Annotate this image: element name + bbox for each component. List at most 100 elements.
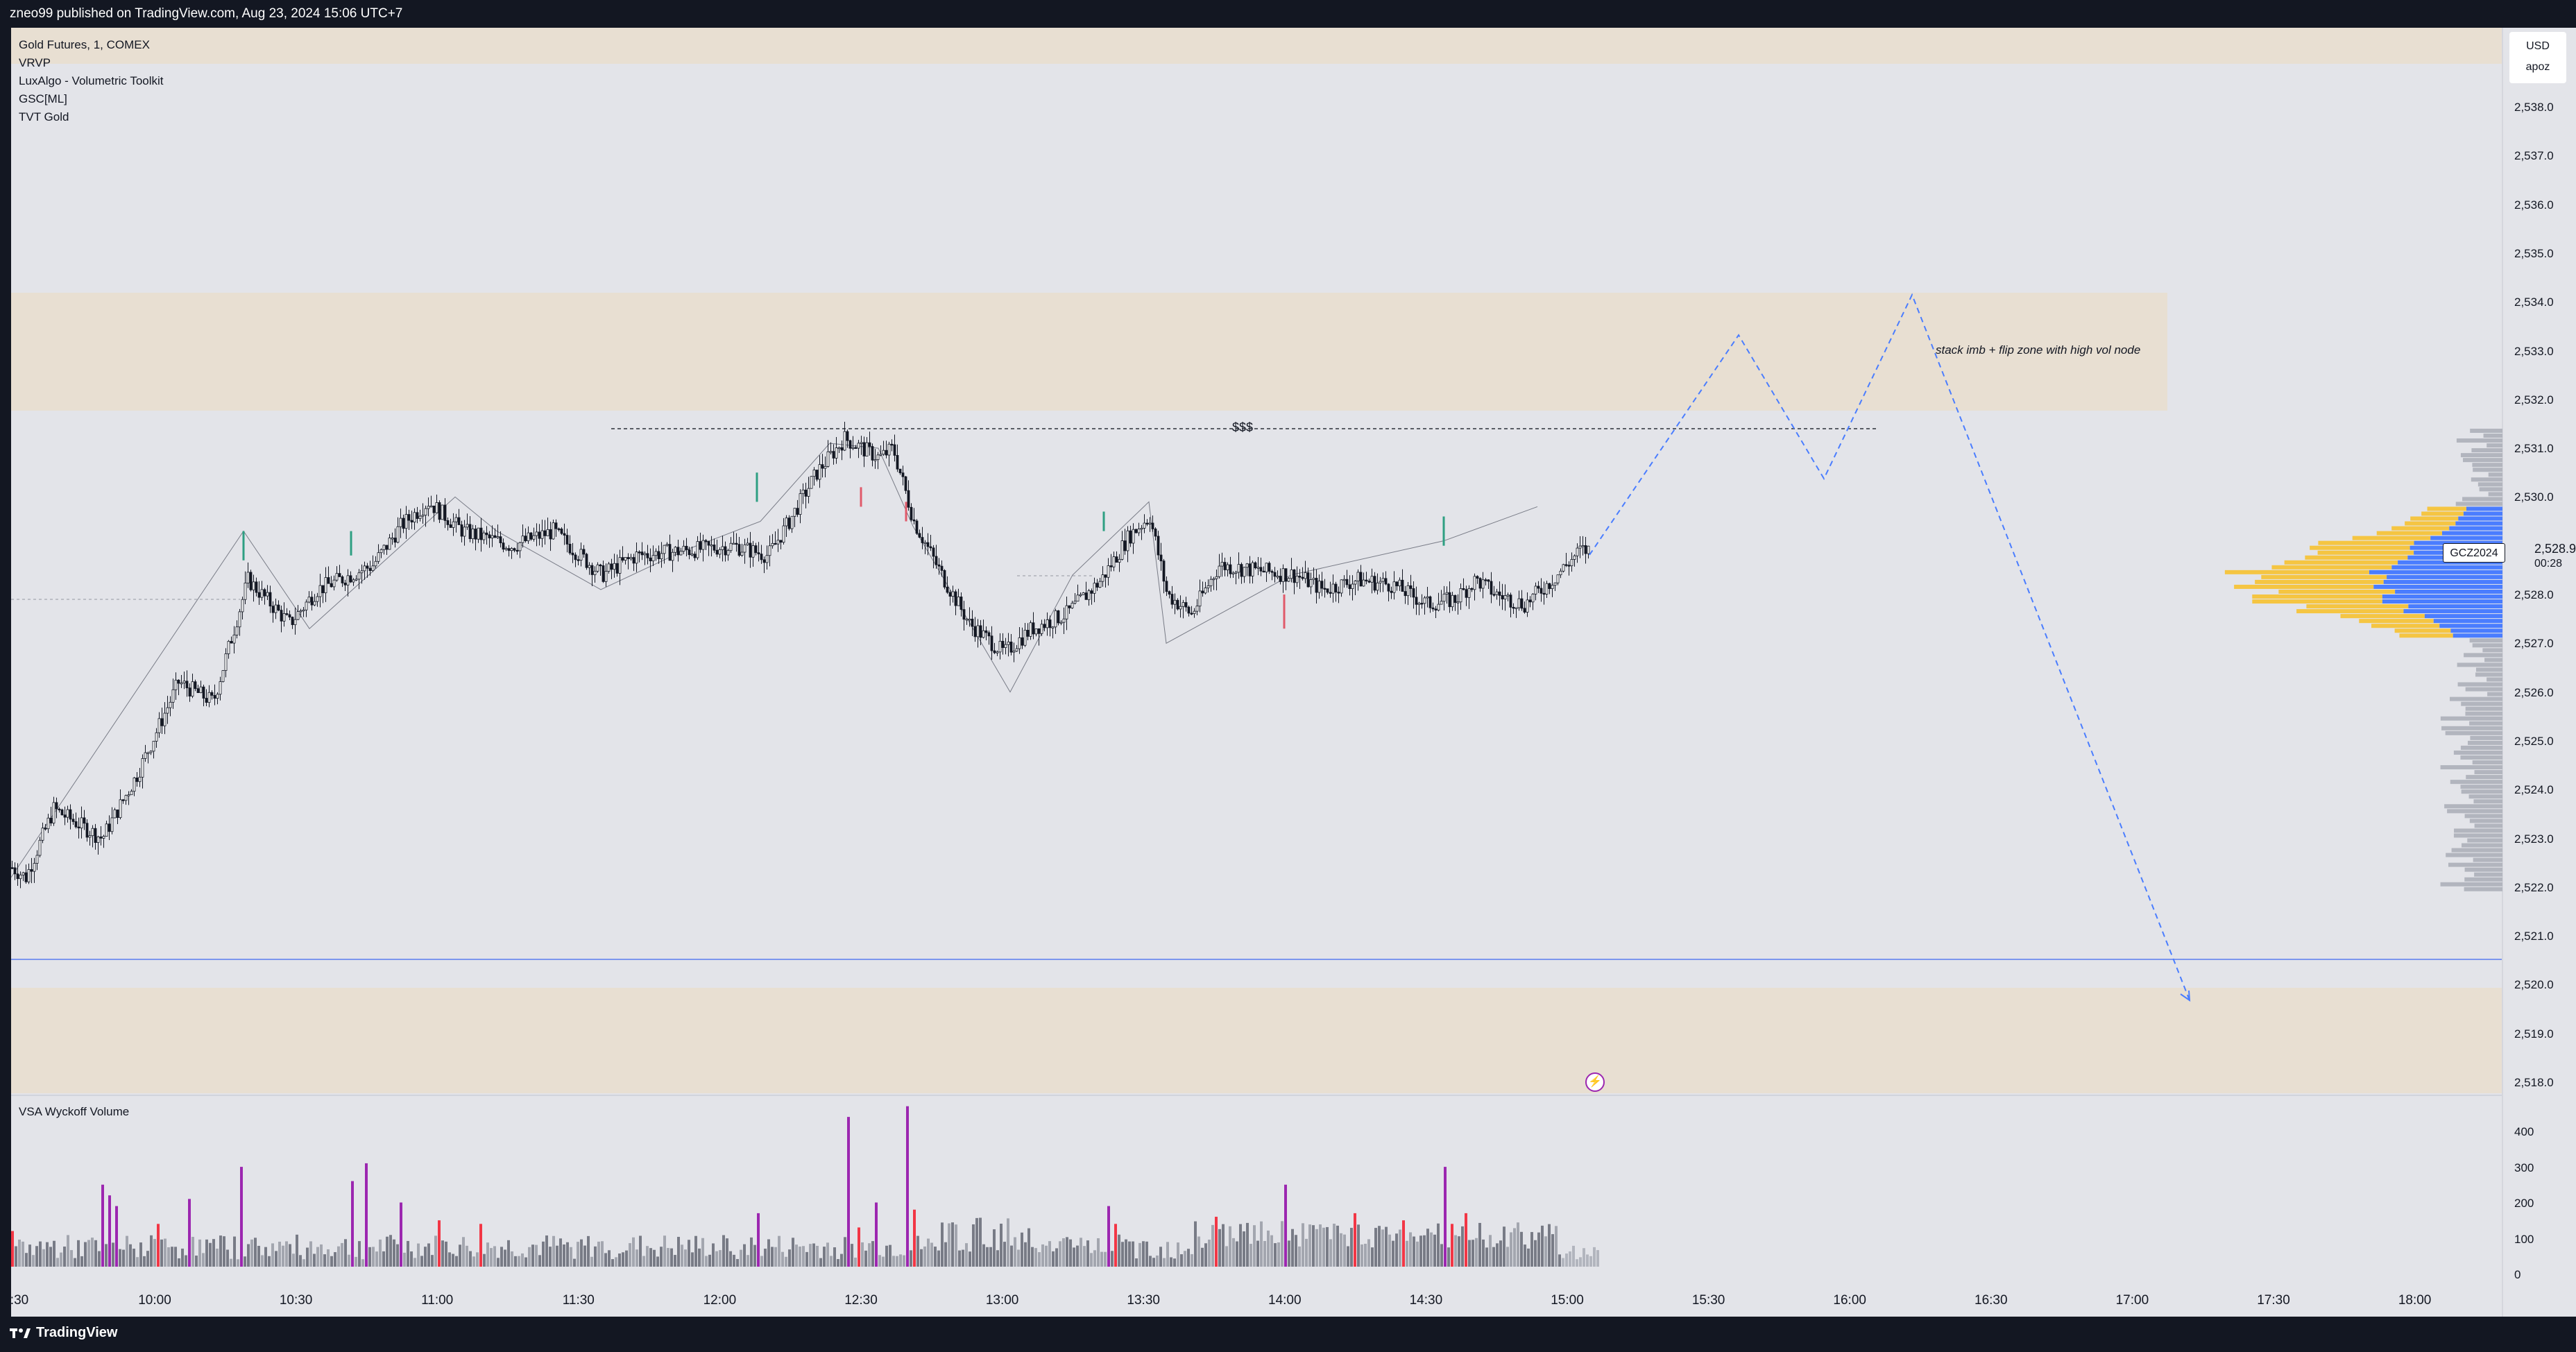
price-tick: 2,534.0: [2514, 296, 2554, 309]
volume-bar: [1295, 1235, 1297, 1267]
volume-bar: [965, 1243, 968, 1267]
candle-body: [1323, 588, 1327, 590]
candle-body: [130, 791, 133, 796]
tradingview-logo[interactable]: TradingView: [10, 1325, 117, 1341]
volume-bar: [1270, 1235, 1273, 1267]
legend-gsc[interactable]: GSC[ML]: [19, 92, 67, 105]
volume-bar: [910, 1250, 912, 1267]
candle-body: [915, 520, 919, 534]
candle-body: [665, 544, 669, 546]
candle-body: [1459, 588, 1462, 603]
candle-body: [890, 443, 894, 446]
profile-bar: [2462, 497, 2502, 502]
volume-bar: [181, 1248, 184, 1267]
candle-body: [152, 741, 155, 752]
candle-body: [1517, 598, 1521, 608]
volume-bar: [1277, 1242, 1280, 1267]
profile-bar: [2488, 472, 2502, 477]
candle-body: [635, 551, 638, 564]
volume-bar: [1041, 1244, 1044, 1267]
candle-body: [793, 508, 796, 517]
volume-bar: [87, 1240, 90, 1267]
volume-bar: [223, 1236, 225, 1267]
candle-body: [962, 609, 966, 620]
candle-body: [898, 468, 902, 474]
volume-bar: [944, 1242, 947, 1267]
candle-body: [363, 565, 366, 572]
candle-body: [590, 565, 594, 575]
legend-symbol[interactable]: Gold Futures, 1, COMEX: [19, 38, 150, 51]
candle-body: [1071, 603, 1074, 608]
alert-icon[interactable]: ⚡: [1585, 1072, 1605, 1092]
profile-bar-buy: [2449, 526, 2502, 531]
volume-bar: [514, 1256, 517, 1267]
volume-bar: [1191, 1253, 1193, 1267]
candle-body: [1001, 640, 1005, 648]
volume-bar: [1583, 1248, 1585, 1267]
volume-bar: [462, 1237, 465, 1267]
volume-bar: [646, 1246, 649, 1267]
candle-body: [957, 597, 960, 606]
chart-pane[interactable]: Gold Futures, 1, COMEX VRVP LuxAlgo - Vo…: [10, 28, 2576, 1317]
candle-body: [990, 635, 993, 651]
candle-body: [141, 758, 144, 778]
liquidity-label[interactable]: $$$: [1232, 420, 1254, 434]
volume-pane-label[interactable]: VSA Wyckoff Volume: [19, 1105, 130, 1118]
candle-body: [1004, 644, 1007, 648]
candle-body: [577, 559, 580, 561]
legend-vrvp[interactable]: VRVP: [19, 56, 51, 69]
candle-body: [257, 592, 261, 598]
volume-bar: [1069, 1239, 1072, 1267]
zone-note[interactable]: stack imb + flip zone with high vol node: [1936, 343, 2141, 357]
volume-bar: [1530, 1232, 1533, 1267]
profile-bar-sell: [2271, 565, 2392, 570]
candle-body: [377, 552, 380, 562]
volume-bar: [920, 1249, 923, 1267]
candle-body: [110, 817, 114, 832]
legend-luxalgo[interactable]: LuxAlgo - Volumetric Toolkit: [19, 74, 164, 87]
candle-body: [371, 565, 375, 571]
time-tick: 13:00: [985, 1293, 1019, 1308]
volume-bar: [420, 1256, 423, 1267]
price-tick: 2,528.0: [2514, 588, 2554, 601]
legend-tvt[interactable]: TVT Gold: [19, 110, 69, 123]
volume-bar: [649, 1248, 652, 1267]
volume-bar: [1135, 1258, 1138, 1267]
candle-body: [515, 549, 519, 552]
chart-canvas[interactable]: [11, 28, 2576, 1317]
candle-body: [360, 570, 364, 574]
candle-body: [88, 835, 92, 838]
volume-bar: [424, 1247, 427, 1267]
candle-body: [1503, 595, 1507, 599]
volume-bar: [1437, 1223, 1440, 1267]
candle-body: [921, 537, 924, 543]
volume-bar: [771, 1247, 774, 1267]
candle-body: [1559, 570, 1562, 576]
candle-body: [643, 553, 647, 556]
candle-body: [1526, 599, 1529, 613]
volume-bar: [1468, 1240, 1471, 1267]
candle-body: [1312, 578, 1315, 580]
flip-zone: [11, 293, 2167, 411]
profile-bar: [2465, 687, 2502, 692]
volume-bar: [382, 1251, 385, 1267]
volume-bar: [1149, 1256, 1152, 1267]
volume-bar: [1253, 1225, 1256, 1267]
volume-bar: [1170, 1257, 1172, 1267]
candle-body: [310, 597, 314, 606]
candle-body: [1570, 559, 1573, 567]
candle-body: [482, 532, 486, 540]
volume-bar: [764, 1249, 767, 1267]
volume-bar: [1499, 1240, 1502, 1267]
candle-body: [1465, 589, 1468, 598]
candle-body: [1184, 602, 1188, 608]
currency-sub: apoz: [2525, 61, 2550, 73]
currency-selector[interactable]: USD apoz: [2509, 32, 2566, 83]
volume-bar: [715, 1251, 718, 1267]
candle-body: [421, 515, 425, 517]
profile-bar-sell: [2252, 599, 2382, 604]
candle-body: [1537, 585, 1540, 589]
zigzag-line: [11, 443, 1538, 878]
candle-body: [91, 828, 94, 837]
volume-bar: [989, 1247, 992, 1267]
